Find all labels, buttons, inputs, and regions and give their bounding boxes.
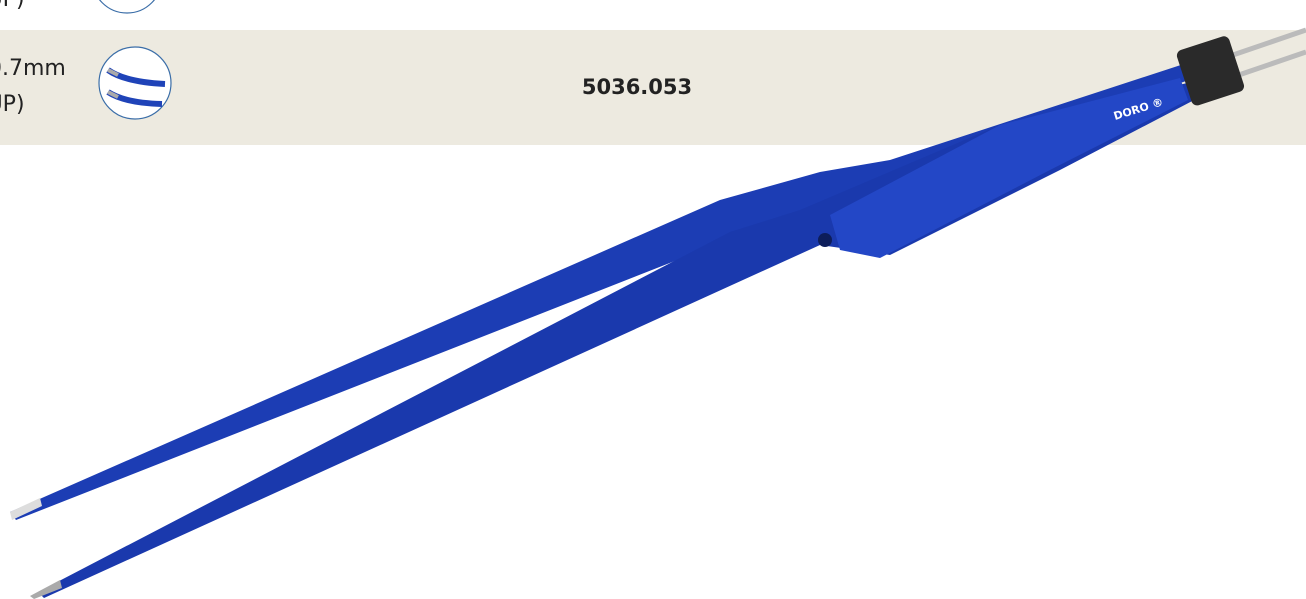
tip-icon [92, 0, 162, 13]
product-code: 5036.053 [582, 75, 692, 99]
product-view: (UP) 0.7mm (UP) 5036.053 DORO ® [0, 0, 1306, 599]
page: {"rows": [{"direction": "(UP)"}, {"size"… [0, 0, 1306, 599]
row-size: 0.7mm [0, 56, 66, 81]
row-direction: (UP) [0, 0, 25, 12]
tip-icon [99, 47, 171, 119]
row-direction: (UP) [0, 92, 25, 117]
